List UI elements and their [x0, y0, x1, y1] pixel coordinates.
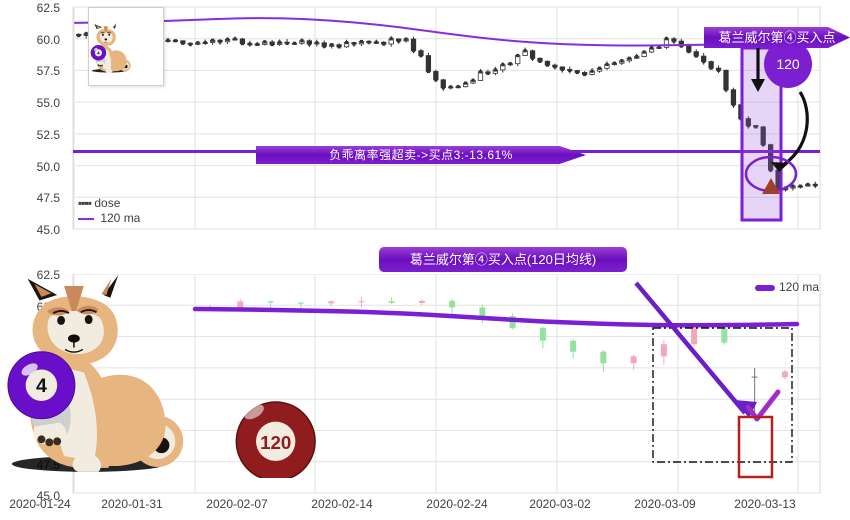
svg-text:120: 120	[260, 432, 291, 453]
svg-text:4: 4	[36, 375, 47, 397]
